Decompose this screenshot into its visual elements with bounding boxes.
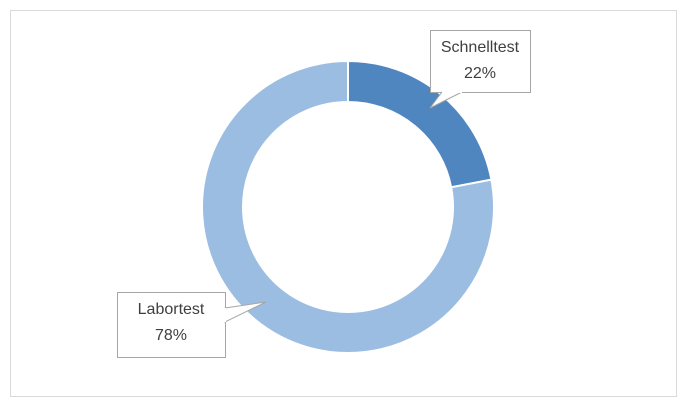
value-label: 22% [464, 65, 496, 82]
callout-box [430, 30, 531, 93]
category-label: Labortest [138, 301, 205, 318]
donut-slice [201, 59, 495, 354]
value-label: 78% [155, 327, 187, 344]
category-label: Schnelltest [441, 39, 520, 56]
callout-box [117, 292, 226, 358]
